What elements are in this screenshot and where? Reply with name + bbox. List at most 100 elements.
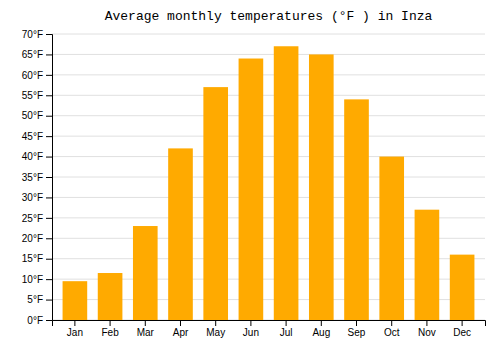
bars bbox=[63, 46, 475, 320]
grid-line bbox=[52, 156, 485, 157]
grid-line bbox=[52, 34, 485, 35]
y-tick-label: 60°F bbox=[22, 70, 43, 81]
y-tick-label: 10°F bbox=[22, 274, 43, 285]
x-tick-mark bbox=[145, 320, 146, 326]
plot: 0°F 5°F 10°F 15°F 20°F 25°F 30°F 35°F 40°F 45°F 50… bbox=[22, 29, 486, 338]
y-tick: 60°F bbox=[22, 70, 52, 81]
bar bbox=[450, 255, 475, 320]
bar bbox=[133, 226, 158, 320]
y-tick-label: 40°F bbox=[22, 151, 43, 162]
y-tick: 55°F bbox=[22, 90, 52, 101]
y-tick-label: 15°F bbox=[22, 253, 43, 264]
x-tick-mark bbox=[426, 320, 427, 326]
y-tick-mark bbox=[46, 95, 52, 96]
y-tick-label: 0°F bbox=[27, 315, 43, 326]
y-tick-mark bbox=[46, 34, 52, 35]
x-tick-label: Nov bbox=[418, 327, 436, 338]
x-tick: Jun bbox=[243, 320, 259, 338]
title: Average monthly temperatures (°F ) in In… bbox=[105, 9, 433, 24]
x-axis-line bbox=[53, 321, 486, 327]
x-tick: Jan bbox=[67, 320, 83, 338]
y-tick-label: 30°F bbox=[22, 192, 43, 203]
x-tick-label: Aug bbox=[312, 327, 330, 338]
y-tick: 40°F bbox=[22, 151, 52, 162]
x-tick: Feb bbox=[101, 320, 119, 338]
y-tick: 35°F bbox=[22, 172, 52, 183]
y-tick: 20°F bbox=[22, 233, 52, 244]
y-tick-mark bbox=[46, 197, 52, 198]
y-tick: 5°F bbox=[27, 294, 52, 305]
y-tick-label: 65°F bbox=[22, 49, 43, 60]
x-tick: Sep bbox=[348, 320, 366, 338]
y-axis-line bbox=[46, 35, 53, 321]
grid-line bbox=[52, 95, 485, 96]
x-tick-mark bbox=[180, 320, 181, 326]
y-tick-label: 50°F bbox=[22, 110, 43, 121]
x-tick-mark bbox=[250, 320, 251, 326]
y-tick-mark bbox=[46, 300, 52, 301]
grid-line bbox=[52, 54, 485, 55]
x-tick-mark bbox=[321, 320, 322, 326]
y-tick-mark bbox=[46, 177, 52, 178]
bar bbox=[239, 59, 264, 320]
x-tick: Apr bbox=[173, 320, 189, 338]
y-tick: 45°F bbox=[22, 131, 52, 142]
y-tick-label: 5°F bbox=[27, 294, 43, 305]
y-tick: 65°F bbox=[22, 49, 52, 60]
x-tick: Nov bbox=[418, 320, 436, 338]
bar bbox=[168, 148, 193, 320]
chart: 0°F 5°F 10°F 15°F 20°F 25°F 30°F 35°F 40°F 45°F 50… bbox=[0, 0, 500, 350]
x-tick-mark bbox=[286, 320, 287, 326]
y-tick-label: 20°F bbox=[22, 233, 43, 244]
x-tick-label: Jan bbox=[67, 327, 83, 338]
bar bbox=[415, 210, 440, 320]
y-tick-mark bbox=[46, 54, 52, 55]
x-tick-mark bbox=[462, 320, 463, 326]
x-tick-label: Jun bbox=[243, 327, 259, 338]
grid-line bbox=[52, 74, 485, 75]
bar bbox=[309, 54, 334, 320]
grid-line bbox=[52, 136, 485, 137]
x-tick: Aug bbox=[312, 320, 330, 338]
y-tick-mark bbox=[46, 320, 52, 321]
y-tick: 70°F bbox=[22, 29, 52, 40]
x-tick-label: Sep bbox=[348, 327, 366, 338]
x-tick-label: Apr bbox=[173, 327, 189, 338]
y-tick-label: 35°F bbox=[22, 172, 43, 183]
x-tick-mark bbox=[74, 320, 75, 326]
y-tick: 10°F bbox=[22, 274, 52, 285]
x-tick-mark bbox=[356, 320, 357, 326]
x-tick-label: Oct bbox=[384, 327, 400, 338]
x-tick: Oct bbox=[384, 320, 400, 338]
y-tick-mark bbox=[46, 279, 52, 280]
y-tick-label: 70°F bbox=[22, 29, 43, 40]
y-tick: 25°F bbox=[22, 213, 52, 224]
bar bbox=[203, 87, 228, 320]
grid-line bbox=[52, 115, 485, 116]
x-tick-label: Mar bbox=[137, 327, 155, 338]
y-tick: 15°F bbox=[22, 253, 52, 264]
y-tick: 50°F bbox=[22, 110, 52, 121]
x-tick-label: May bbox=[206, 327, 225, 338]
y-tick-mark bbox=[46, 116, 52, 117]
x-tick: Mar bbox=[137, 320, 155, 338]
y-tick: 30°F bbox=[22, 192, 52, 203]
grid-line bbox=[52, 197, 485, 198]
x-tick-label: Feb bbox=[101, 327, 119, 338]
y-tick-mark bbox=[46, 218, 52, 219]
y-axis: 0°F 5°F 10°F 15°F 20°F 25°F 30°F 35°F 40°F 45°F 50… bbox=[22, 29, 53, 326]
y-tick-mark bbox=[46, 259, 52, 260]
grid bbox=[52, 34, 485, 320]
bar bbox=[63, 281, 88, 320]
y-tick-label: 55°F bbox=[22, 90, 43, 101]
x-tick: May bbox=[206, 320, 225, 338]
x-tick-label: Jul bbox=[280, 327, 293, 338]
y-tick-mark bbox=[46, 75, 52, 76]
x-tick: Dec bbox=[453, 320, 471, 338]
bar bbox=[344, 99, 369, 320]
grid-line bbox=[52, 177, 485, 178]
y-tick-label: 45°F bbox=[22, 131, 43, 142]
x-tick-mark bbox=[391, 320, 392, 326]
x-axis: Jan Feb Mar Apr May Jun Jul Aug Sep Oct Nov Dec bbox=[53, 320, 486, 338]
x-tick: Jul bbox=[280, 320, 293, 338]
